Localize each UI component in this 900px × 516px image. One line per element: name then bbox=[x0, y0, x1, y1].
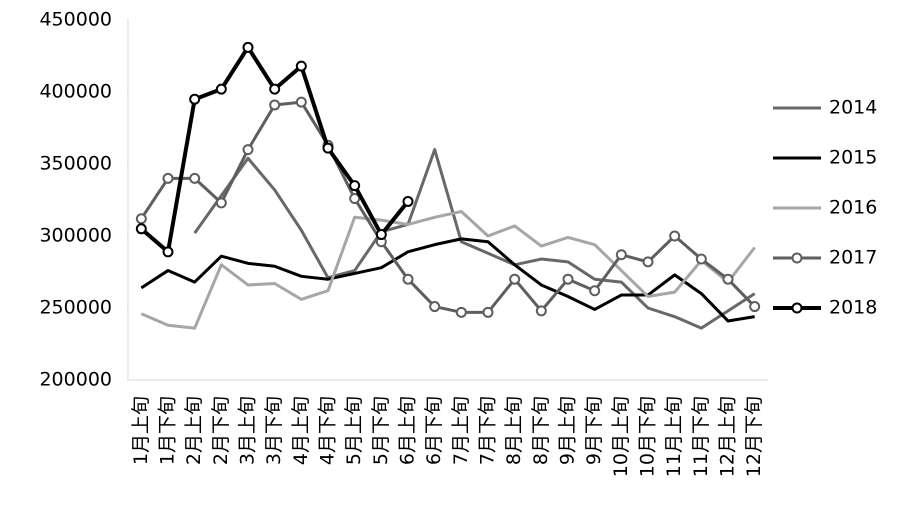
x-tick-label: 5月上旬 bbox=[343, 396, 365, 465]
legend-label: 2018 bbox=[829, 297, 877, 319]
x-tick-label: 11月下旬 bbox=[690, 396, 712, 477]
x-tick-label: 9月下旬 bbox=[583, 396, 605, 465]
x-tick-label: 4月上旬 bbox=[290, 396, 312, 465]
y-tick-label: 300000 bbox=[39, 225, 112, 247]
series-line bbox=[140, 210, 756, 330]
series-line bbox=[140, 237, 755, 323]
point-marker bbox=[135, 223, 147, 235]
x-tick-label: 6月上旬 bbox=[397, 396, 419, 465]
point-marker bbox=[375, 229, 387, 241]
point-marker bbox=[535, 305, 547, 317]
point-marker bbox=[562, 273, 574, 285]
point-marker bbox=[269, 99, 281, 111]
x-tick-label: 3月下旬 bbox=[263, 396, 285, 465]
x-tick-label: 3月上旬 bbox=[237, 396, 259, 465]
x-tick-label: 5月下旬 bbox=[370, 396, 392, 465]
y-tick-label: 400000 bbox=[39, 81, 112, 103]
legend-label: 2017 bbox=[829, 247, 877, 269]
point-marker bbox=[615, 249, 627, 261]
point-marker bbox=[162, 246, 174, 258]
point-marker bbox=[349, 180, 361, 192]
x-tick-label: 7月下旬 bbox=[477, 396, 499, 465]
point-marker bbox=[589, 285, 601, 297]
y-tick-label: 250000 bbox=[39, 297, 112, 319]
x-tick-label: 2月下旬 bbox=[210, 396, 232, 465]
y-tick-label: 450000 bbox=[39, 9, 112, 31]
x-tick-label: 7月上旬 bbox=[450, 396, 472, 465]
legend-label: 2014 bbox=[829, 97, 877, 119]
point-marker bbox=[215, 197, 227, 209]
point-marker bbox=[242, 41, 254, 53]
x-tick-label: 6月下旬 bbox=[423, 396, 445, 465]
point-marker bbox=[722, 273, 734, 285]
point-marker bbox=[509, 273, 521, 285]
x-tick-label: 10月下旬 bbox=[637, 396, 659, 477]
point-marker bbox=[189, 93, 201, 105]
point-marker bbox=[295, 96, 307, 108]
point-marker bbox=[429, 301, 441, 313]
x-tick-label: 12月下旬 bbox=[743, 396, 765, 477]
point-marker bbox=[242, 144, 254, 156]
point-marker bbox=[269, 83, 281, 95]
point-marker bbox=[295, 60, 307, 72]
legend-label: 2015 bbox=[829, 147, 877, 169]
point-marker bbox=[455, 306, 467, 318]
x-tick-label: 9月上旬 bbox=[557, 396, 579, 465]
point-marker bbox=[695, 253, 707, 265]
point-marker bbox=[322, 142, 334, 154]
point-marker bbox=[482, 306, 494, 318]
legend-marker bbox=[791, 302, 803, 314]
x-tick-label: 12月上旬 bbox=[717, 396, 739, 477]
x-tick-label: 10月上旬 bbox=[610, 396, 632, 477]
point-marker bbox=[402, 273, 414, 285]
point-marker bbox=[349, 193, 361, 205]
series-line bbox=[193, 148, 756, 330]
y-tick-label: 200000 bbox=[39, 369, 112, 391]
point-marker bbox=[402, 195, 414, 207]
x-tick-label: 1月上旬 bbox=[130, 396, 152, 465]
point-marker bbox=[135, 213, 147, 225]
x-tick-label: 1月下旬 bbox=[157, 396, 179, 465]
point-marker bbox=[749, 301, 761, 313]
x-tick-label: 2月上旬 bbox=[183, 396, 205, 465]
point-marker bbox=[215, 83, 227, 95]
point-marker bbox=[162, 172, 174, 184]
x-tick-label: 11月上旬 bbox=[663, 396, 685, 477]
point-marker bbox=[189, 172, 201, 184]
point-marker bbox=[642, 256, 654, 268]
x-tick-label: 4月下旬 bbox=[317, 396, 339, 465]
legend-label: 2016 bbox=[829, 197, 877, 219]
point-marker bbox=[669, 230, 681, 242]
x-tick-label: 8月上旬 bbox=[503, 396, 525, 465]
legend-marker bbox=[791, 252, 803, 264]
y-tick-label: 350000 bbox=[39, 153, 112, 175]
x-tick-label: 8月下旬 bbox=[530, 396, 552, 465]
series-line bbox=[140, 100, 756, 314]
